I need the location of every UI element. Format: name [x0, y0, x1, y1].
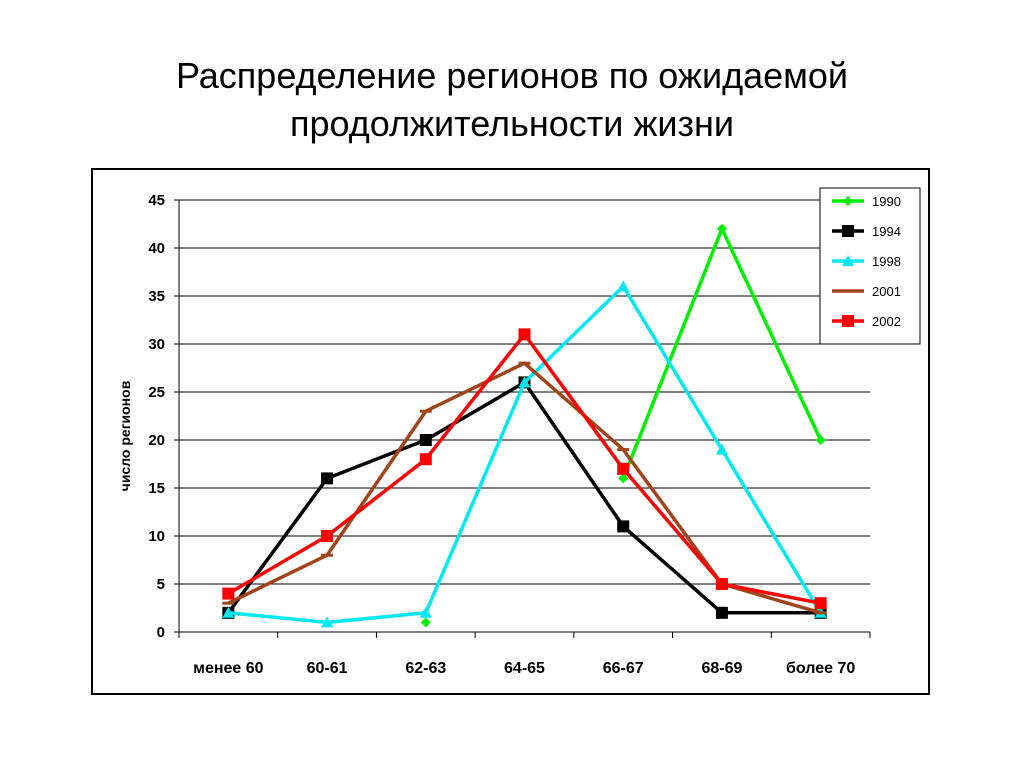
point-1994-4 [617, 520, 630, 533]
legend-label-1990: 1990 [872, 194, 901, 209]
y-tick-label-0: 0 [157, 624, 165, 641]
point-1994-2 [419, 434, 432, 446]
point-1994-1 [321, 472, 334, 485]
point-2002-6 [814, 597, 827, 610]
y-tick-label-25: 25 [148, 384, 165, 401]
point-2002-2 [419, 453, 432, 466]
y-tick-label-30: 30 [148, 336, 165, 353]
x-tick-label-2: 62-63 [405, 660, 446, 677]
point-2002-4 [617, 462, 630, 475]
y-tick-label-15: 15 [148, 480, 165, 497]
x-tick-label-4: 66-67 [603, 660, 644, 677]
legend-label-2002: 2002 [872, 314, 901, 329]
x-tick-label-6: более 70 [786, 660, 855, 677]
line-chart: 0 5 10 15 20 25 30 35 40 45 менее 60 60-61 62-63 64-6… [117, 187, 921, 677]
series-line-1994-0 [226, 380, 821, 615]
slide-title: Распределение регионов по ожидаемой прод… [0, 52, 1024, 148]
point-1998-1 [321, 616, 334, 628]
y-tick-label-20: 20 [148, 432, 165, 449]
x-tick-label-0: менее 60 [193, 660, 264, 677]
point-1990-4 [618, 473, 629, 484]
point-1998-4 [617, 280, 630, 292]
y-tick-label-35: 35 [148, 288, 165, 305]
point-2002-3 [518, 328, 531, 341]
slide-title-line-1: Распределение регионов по ожидаемой [175, 55, 849, 96]
legend-label-1994: 1994 [872, 224, 901, 239]
legend-marker-1990 [843, 196, 853, 206]
series-line-1990-1 [621, 227, 823, 480]
point-2002-1 [321, 530, 334, 542]
point-2002-5 [715, 578, 728, 590]
legend-box [819, 187, 921, 345]
point-1998-5 [715, 443, 728, 455]
slide-title-line-2: продолжительности жизни [289, 103, 735, 144]
legend-marker-2002 [842, 315, 854, 327]
point-1998-0 [222, 606, 235, 618]
legend-label-1998: 1998 [872, 254, 901, 269]
y-tick-label-40: 40 [148, 240, 165, 257]
y-axis-title: число регионов [117, 380, 133, 491]
point-1998-3 [518, 376, 531, 388]
y-tick-label-5: 5 [157, 576, 165, 593]
point-1998-2 [419, 606, 432, 618]
chart-frame: 0 5 10 15 20 25 30 35 40 45 менее 60 60-61 62-63 64-6… [91, 168, 930, 695]
point-1990-5 [716, 223, 727, 234]
point-1990-6 [815, 435, 826, 445]
point-1994-5 [715, 606, 728, 619]
legend-marker-1994 [842, 225, 854, 237]
point-2002-0 [222, 587, 235, 600]
y-tick-label-10: 10 [148, 528, 165, 545]
x-tick-label-1: 60-61 [307, 660, 348, 677]
x-tick-label-5: 68-69 [701, 660, 742, 677]
legend-label-2001: 2001 [872, 284, 901, 299]
legend-marker-1998 [842, 255, 854, 266]
x-tick-label-3: 64-65 [504, 660, 545, 677]
y-tick-label-45: 45 [148, 192, 165, 209]
point-1990-2 [420, 617, 431, 628]
